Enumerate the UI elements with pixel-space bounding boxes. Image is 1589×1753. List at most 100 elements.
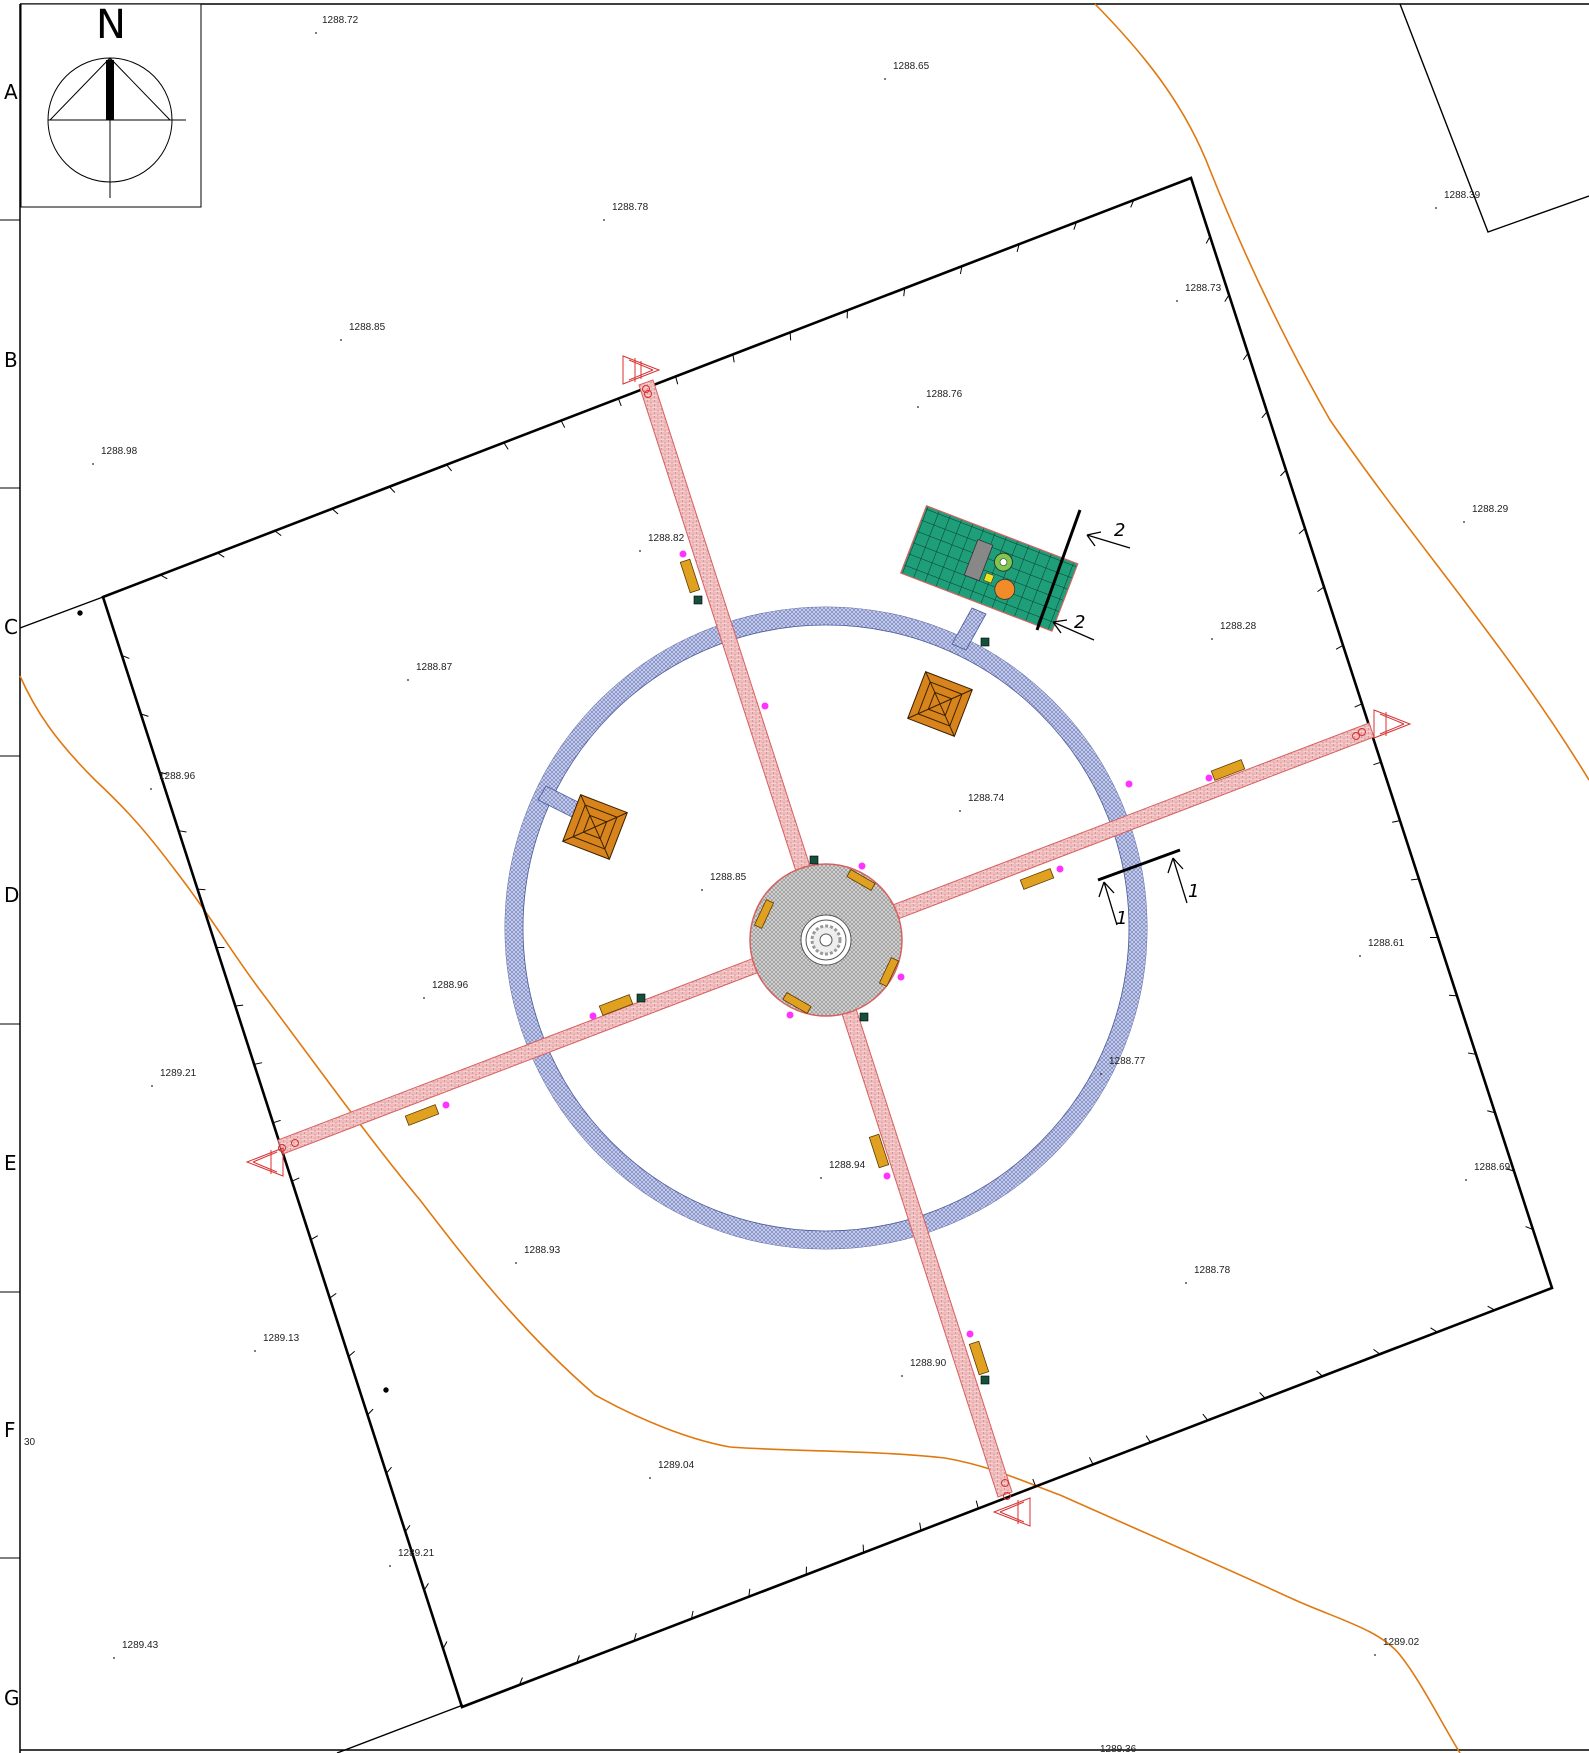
boundary-tick — [1316, 1370, 1323, 1377]
boundary-tick — [919, 1522, 922, 1531]
boundary-tick — [178, 830, 187, 833]
elevation-point: 1288.85 — [701, 872, 747, 891]
svg-text:1289.21: 1289.21 — [398, 1548, 435, 1559]
elevation-point: 1289.21 — [389, 1548, 435, 1567]
elevation-point: 1288.39 — [1435, 190, 1481, 209]
boundary-tick — [1373, 761, 1382, 766]
boundary-tick — [1205, 236, 1211, 244]
elevation-point: 1289.21 — [151, 1068, 197, 1087]
svg-text:1288.76: 1288.76 — [926, 389, 963, 400]
boundary-tick — [159, 771, 168, 775]
elevation-point: 1288.76 — [917, 389, 963, 408]
elevation-point: 1289.43 — [113, 1640, 159, 1659]
svg-text:1289.04: 1289.04 — [658, 1460, 695, 1471]
boundary-tick — [1525, 1226, 1534, 1231]
sandbox-icon — [983, 572, 995, 584]
section-label-1a: 1 — [1116, 908, 1127, 929]
svg-text:1288.39: 1288.39 — [1444, 190, 1481, 201]
elevation-point: 1289.02 — [1374, 1637, 1420, 1656]
boundary-tick — [160, 574, 168, 580]
boundary-tick — [1487, 1305, 1495, 1311]
svg-text:1289.43: 1289.43 — [122, 1640, 159, 1651]
elevation-point: 1288.77 — [1100, 1056, 1146, 1075]
svg-text:1288.69: 1288.69 — [1474, 1162, 1511, 1173]
elevation-point: 1288.96 — [150, 771, 196, 790]
boundary-tick — [576, 1655, 580, 1664]
boundary-tick — [140, 713, 149, 717]
grid-row-c: C — [4, 615, 18, 639]
boundary-tick — [1487, 1110, 1496, 1114]
svg-text:1288.77: 1288.77 — [1109, 1056, 1146, 1067]
svg-text:1288.29: 1288.29 — [1472, 504, 1509, 515]
playground — [899, 505, 1079, 632]
bench-icon — [404, 558, 1246, 1376]
elevation-point: 1288.65 — [884, 61, 930, 80]
elevation-point: 1288.87 — [407, 662, 453, 681]
boundary-tick — [404, 1524, 411, 1533]
svg-text:1288.65: 1288.65 — [893, 61, 930, 72]
boundary-tick — [1280, 469, 1287, 477]
boundary-tick — [690, 1610, 694, 1619]
svg-text:1289.02: 1289.02 — [1383, 1637, 1420, 1648]
boundary-tick — [254, 1062, 263, 1065]
svg-text:1289.21: 1289.21 — [160, 1068, 197, 1079]
elevation-point: 1289.36 — [1100, 1744, 1137, 1753]
boundary-tick — [1430, 1327, 1438, 1333]
boundary-tick — [121, 654, 130, 659]
svg-text:1288.78: 1288.78 — [612, 202, 649, 213]
svg-text:1288.96: 1288.96 — [159, 771, 196, 782]
boundary-tick — [1506, 1168, 1515, 1172]
svg-text:1289.36: 1289.36 — [1100, 1744, 1137, 1753]
boundary-tick — [675, 376, 679, 385]
boundary-tick — [274, 530, 282, 537]
svg-text:1288.72: 1288.72 — [322, 15, 359, 26]
elevation-point: 1289.13 — [254, 1333, 300, 1352]
elevation-point: 1288.94 — [820, 1160, 866, 1179]
elevation-point: 1289.04 — [649, 1460, 695, 1479]
boundary-tick — [331, 508, 339, 515]
boundary-tick — [1410, 878, 1420, 881]
boundary-tick — [1468, 1052, 1477, 1055]
boundary-tick — [1145, 1435, 1151, 1443]
section-labels: 1 1 2 2 — [1074, 520, 1199, 929]
boundary-tick — [1088, 1457, 1094, 1465]
boundary-tick — [1259, 1392, 1266, 1399]
boundary-tick — [442, 1641, 448, 1649]
elevation-point: 1288.74 — [959, 793, 1005, 812]
grid-row-labels: A B C D E F G — [4, 80, 20, 1710]
grid-row-e: E — [4, 1151, 17, 1175]
boundary-tick — [1242, 352, 1249, 361]
boundary-tick — [748, 1588, 751, 1597]
svg-text:1289.13: 1289.13 — [263, 1333, 300, 1344]
section-cuts — [1035, 509, 1188, 926]
elevation-point: 1288.96 — [423, 980, 469, 999]
svg-text:1288.85: 1288.85 — [349, 322, 386, 333]
boundary-tick — [235, 1004, 244, 1007]
boundary-tick — [975, 1500, 979, 1509]
elevation-point: 1288.29 — [1463, 504, 1509, 523]
boundary-tick — [903, 288, 906, 297]
boundary-tick — [367, 1408, 374, 1416]
elevation-point: 1288.93 — [515, 1245, 561, 1264]
elevation-point: 1288.85 — [340, 322, 386, 341]
central-plaza — [749, 863, 903, 1017]
svg-text:1288.74: 1288.74 — [968, 793, 1005, 804]
planter-icon — [562, 671, 973, 860]
boundary-tick — [1224, 294, 1230, 302]
grid-row-g: G — [4, 1686, 20, 1710]
svg-text:1288.28: 1288.28 — [1220, 621, 1257, 632]
svg-text:1288.94: 1288.94 — [829, 1160, 866, 1171]
elevation-point: 1288.90 — [901, 1358, 947, 1377]
svg-text:1288.61: 1288.61 — [1368, 938, 1405, 949]
section-label-1b: 1 — [1188, 881, 1199, 902]
site-boundary — [101, 176, 1554, 1709]
svg-text:1288.98: 1288.98 — [101, 446, 138, 457]
boundary-tick — [1354, 703, 1363, 708]
boundary-tick — [446, 464, 452, 472]
elevation-point: 1288.28 — [1211, 621, 1257, 640]
elevation-point: 1288.78 — [603, 202, 649, 221]
boundary-tick — [217, 552, 225, 558]
boundary-tick — [388, 486, 396, 493]
boundary-tick — [1032, 1478, 1037, 1487]
